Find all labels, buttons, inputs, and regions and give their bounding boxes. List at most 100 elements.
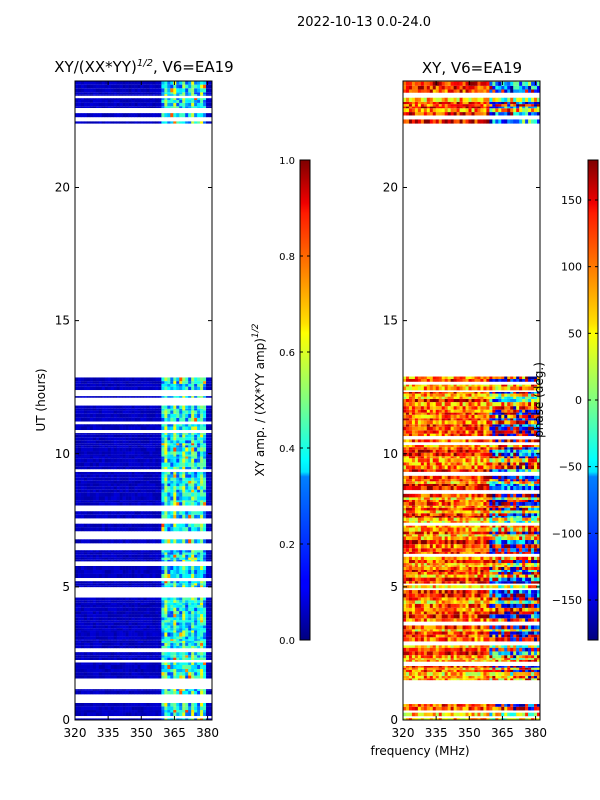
heatmap-cell <box>131 489 135 493</box>
heatmap-cell <box>173 492 177 497</box>
heatmap-cell <box>173 102 177 107</box>
heatmap-cell <box>80 84 85 89</box>
heatmap-row <box>75 437 212 441</box>
heatmap-cell <box>209 675 212 679</box>
heatmap-cell <box>137 600 141 603</box>
heatmap-cell <box>122 607 126 612</box>
heatmap-cell <box>119 471 123 475</box>
heatmap-cell <box>75 628 79 631</box>
heatmap-cell <box>77 600 82 603</box>
heatmap-cell <box>107 523 112 528</box>
heatmap-cell <box>116 81 120 85</box>
heatmap-cell <box>119 433 123 435</box>
heatmap-cell <box>423 706 428 711</box>
heatmap-cell <box>188 639 192 641</box>
heatmap-cell <box>95 514 100 519</box>
heatmap-cell <box>143 408 147 411</box>
heatmap-cell <box>104 466 109 470</box>
heatmap-cell <box>110 445 115 448</box>
heatmap-cell <box>203 445 207 448</box>
heatmap-cell <box>92 597 97 601</box>
heatmap-cell <box>101 710 106 713</box>
heatmap-cell <box>191 377 195 382</box>
heatmap-cell <box>104 581 109 584</box>
heatmap-cell <box>492 704 496 707</box>
heatmap-cell <box>80 675 85 679</box>
heatmap-cell <box>95 492 100 497</box>
heatmap-cell <box>203 640 207 643</box>
heatmap-cell <box>146 675 150 679</box>
heatmap-cell <box>161 437 165 441</box>
heatmap-cell <box>140 655 144 658</box>
heatmap-cell <box>89 636 94 640</box>
heatmap-cell <box>161 550 165 553</box>
heatmap-cell <box>86 597 91 601</box>
panel-1-title: XY/(XX*YY)1/2, V6=EA19 <box>54 58 233 76</box>
heatmap-cell <box>110 611 115 615</box>
heatmap-cell <box>462 712 466 717</box>
heatmap-cell <box>149 706 153 711</box>
heatmap-cell <box>170 454 174 457</box>
heatmap-cell <box>92 511 97 515</box>
heatmap-cell <box>107 581 112 584</box>
heatmap-cell <box>209 689 212 691</box>
heatmap-cell <box>182 405 186 409</box>
heatmap-cell <box>89 557 94 560</box>
heatmap-cell <box>167 81 171 85</box>
heatmap-cell <box>155 466 159 470</box>
heatmap-cell <box>206 611 210 615</box>
heatmap-cell <box>447 669 451 673</box>
heatmap-cell <box>197 655 201 658</box>
heatmap-cell <box>77 405 82 409</box>
heatmap-cell <box>155 84 159 89</box>
heatmap-cell <box>86 456 91 459</box>
heatmap-cell <box>80 702 85 707</box>
heatmap-cell <box>176 600 180 603</box>
heatmap-cell <box>176 573 180 579</box>
heatmap-cell <box>194 454 198 457</box>
heatmap-cell <box>77 417 82 422</box>
heatmap-cell <box>152 100 156 103</box>
heatmap-cell <box>122 689 126 691</box>
heatmap-cell <box>161 98 165 101</box>
heatmap-cell <box>86 466 91 470</box>
heatmap-cell <box>164 106 168 109</box>
heatmap-cell <box>185 672 189 676</box>
heatmap-cell <box>131 443 135 446</box>
heatmap-cell <box>167 477 171 481</box>
heatmap-cell <box>176 690 180 695</box>
heatmap-cell <box>134 642 138 646</box>
heatmap-cell <box>170 565 174 570</box>
heatmap-cell <box>149 410 153 414</box>
heatmap-cell <box>146 377 150 382</box>
heatmap-row <box>75 106 212 109</box>
heatmap-cell <box>167 640 171 643</box>
heatmap-cell <box>86 565 91 570</box>
heatmap-cell <box>131 413 135 418</box>
heatmap-cell <box>146 642 150 646</box>
heatmap-row <box>403 678 540 681</box>
heatmap-cell <box>206 655 210 658</box>
heatmap-cell <box>75 456 79 459</box>
heatmap-cell <box>119 630 123 633</box>
heatmap-cell <box>200 550 204 553</box>
heatmap-row <box>403 706 540 711</box>
heatmap-cell <box>450 675 454 679</box>
heatmap-cell <box>194 433 198 435</box>
heatmap-cell <box>89 625 94 629</box>
panel-1: XY/(XX*YY)1/2, V6=EA19 320 335 350 365 38005… <box>34 58 234 740</box>
heatmap-cell <box>140 381 144 384</box>
heatmap-cell <box>137 611 141 615</box>
heatmap-cell <box>95 424 100 427</box>
heatmap-cell <box>194 445 198 448</box>
heatmap-cell <box>101 702 106 707</box>
heatmap-cell <box>92 377 97 382</box>
heatmap-cell <box>411 678 416 681</box>
heatmap-cell <box>173 417 177 422</box>
heatmap-cell <box>101 443 106 446</box>
heatmap-cell <box>489 712 493 717</box>
heatmap-cell <box>158 445 162 448</box>
heatmap-cell <box>86 706 91 711</box>
heatmap-cell <box>110 381 115 384</box>
heatmap-cell <box>113 447 117 452</box>
